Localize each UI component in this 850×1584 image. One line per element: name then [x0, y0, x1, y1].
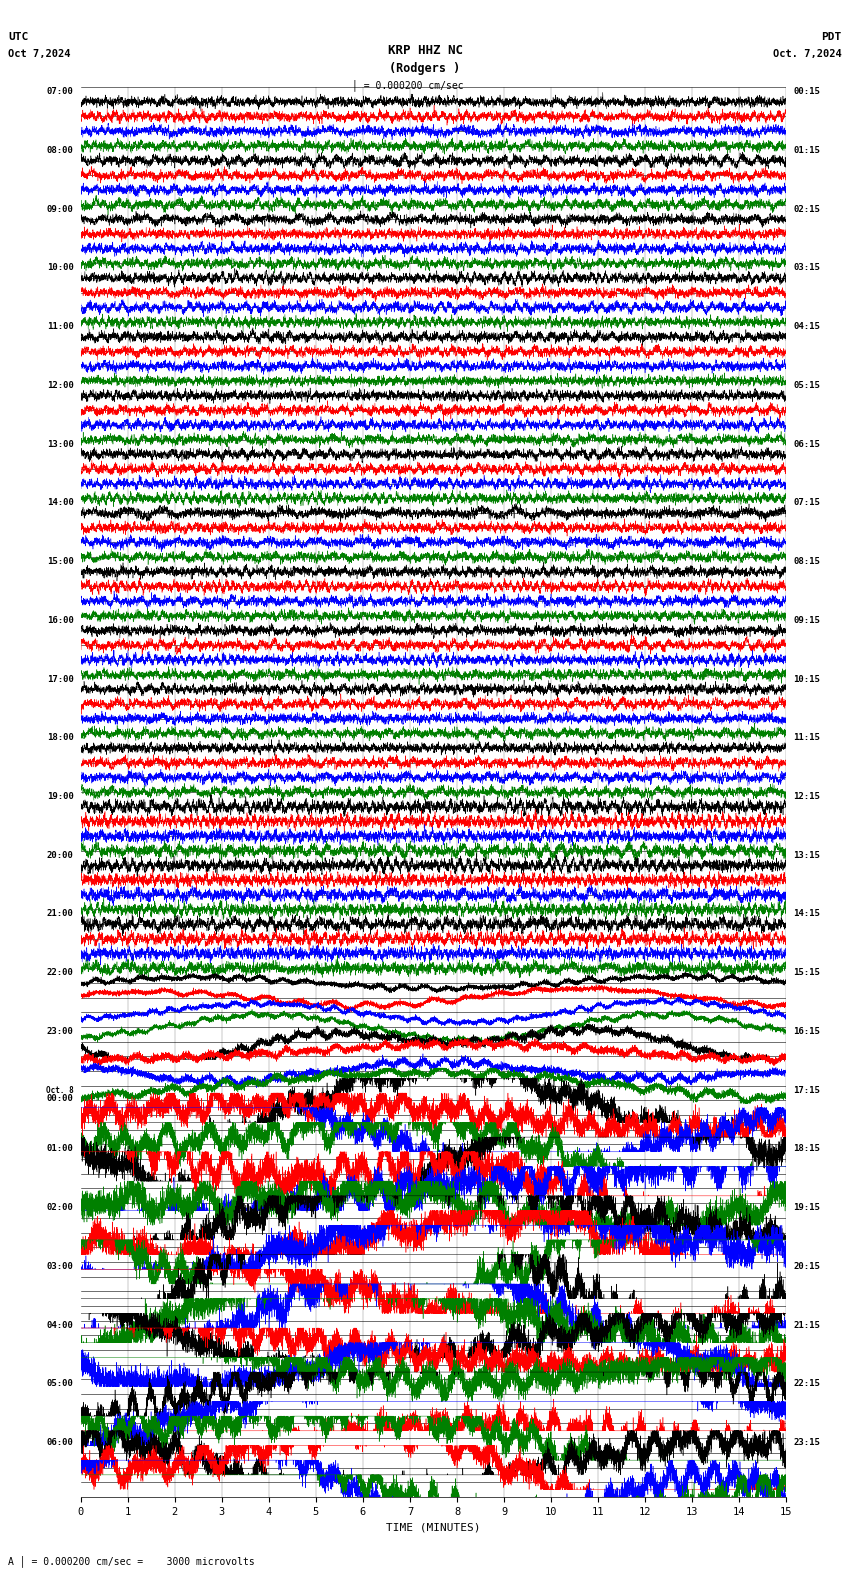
Text: UTC: UTC: [8, 32, 29, 41]
Text: 14:00: 14:00: [47, 499, 74, 507]
Text: 01:15: 01:15: [793, 146, 820, 155]
Text: 15:00: 15:00: [47, 558, 74, 565]
Text: 09:00: 09:00: [47, 204, 74, 214]
X-axis label: TIME (MINUTES): TIME (MINUTES): [386, 1522, 481, 1532]
Text: 00:00: 00:00: [47, 1095, 74, 1104]
Text: 13:15: 13:15: [793, 851, 820, 860]
Text: │ = 0.000200 cm/sec: │ = 0.000200 cm/sec: [352, 79, 464, 90]
Text: 22:15: 22:15: [793, 1380, 820, 1389]
Text: 04:00: 04:00: [47, 1321, 74, 1329]
Text: 12:15: 12:15: [793, 792, 820, 802]
Text: 00:15: 00:15: [793, 87, 820, 97]
Text: 19:15: 19:15: [793, 1204, 820, 1212]
Text: Oct. 8: Oct. 8: [46, 1085, 74, 1095]
Text: PDT: PDT: [821, 32, 842, 41]
Text: 04:15: 04:15: [793, 322, 820, 331]
Text: 09:15: 09:15: [793, 616, 820, 624]
Text: 07:00: 07:00: [47, 87, 74, 97]
Text: 02:00: 02:00: [47, 1204, 74, 1212]
Text: 13:00: 13:00: [47, 440, 74, 448]
Text: 06:15: 06:15: [793, 440, 820, 448]
Text: 02:15: 02:15: [793, 204, 820, 214]
Text: 08:00: 08:00: [47, 146, 74, 155]
Text: 08:15: 08:15: [793, 558, 820, 565]
Text: 10:00: 10:00: [47, 263, 74, 272]
Text: 22:00: 22:00: [47, 968, 74, 977]
Text: 16:15: 16:15: [793, 1026, 820, 1036]
Text: 17:15: 17:15: [793, 1085, 820, 1095]
Text: 21:00: 21:00: [47, 909, 74, 919]
Text: 18:15: 18:15: [793, 1144, 820, 1153]
Text: 20:15: 20:15: [793, 1262, 820, 1270]
Text: (Rodgers ): (Rodgers ): [389, 62, 461, 74]
Text: Oct 7,2024: Oct 7,2024: [8, 49, 71, 59]
Text: 14:15: 14:15: [793, 909, 820, 919]
Text: 10:15: 10:15: [793, 675, 820, 684]
Text: 05:15: 05:15: [793, 380, 820, 390]
Text: 20:00: 20:00: [47, 851, 74, 860]
Text: 07:15: 07:15: [793, 499, 820, 507]
Text: 03:15: 03:15: [793, 263, 820, 272]
Text: 21:15: 21:15: [793, 1321, 820, 1329]
Text: A │ = 0.000200 cm/sec =    3000 microvolts: A │ = 0.000200 cm/sec = 3000 microvolts: [8, 1555, 255, 1567]
Text: 11:00: 11:00: [47, 322, 74, 331]
Text: 18:00: 18:00: [47, 733, 74, 743]
Text: KRP HHZ NC: KRP HHZ NC: [388, 44, 462, 57]
Text: 06:00: 06:00: [47, 1438, 74, 1448]
Text: 17:00: 17:00: [47, 675, 74, 684]
Text: 23:00: 23:00: [47, 1026, 74, 1036]
Text: 12:00: 12:00: [47, 380, 74, 390]
Text: Oct. 7,2024: Oct. 7,2024: [773, 49, 842, 59]
Text: 23:15: 23:15: [793, 1438, 820, 1448]
Text: 15:15: 15:15: [793, 968, 820, 977]
Text: 16:00: 16:00: [47, 616, 74, 624]
Text: 19:00: 19:00: [47, 792, 74, 802]
Text: 01:00: 01:00: [47, 1144, 74, 1153]
Text: 05:00: 05:00: [47, 1380, 74, 1389]
Text: 03:00: 03:00: [47, 1262, 74, 1270]
Text: 11:15: 11:15: [793, 733, 820, 743]
